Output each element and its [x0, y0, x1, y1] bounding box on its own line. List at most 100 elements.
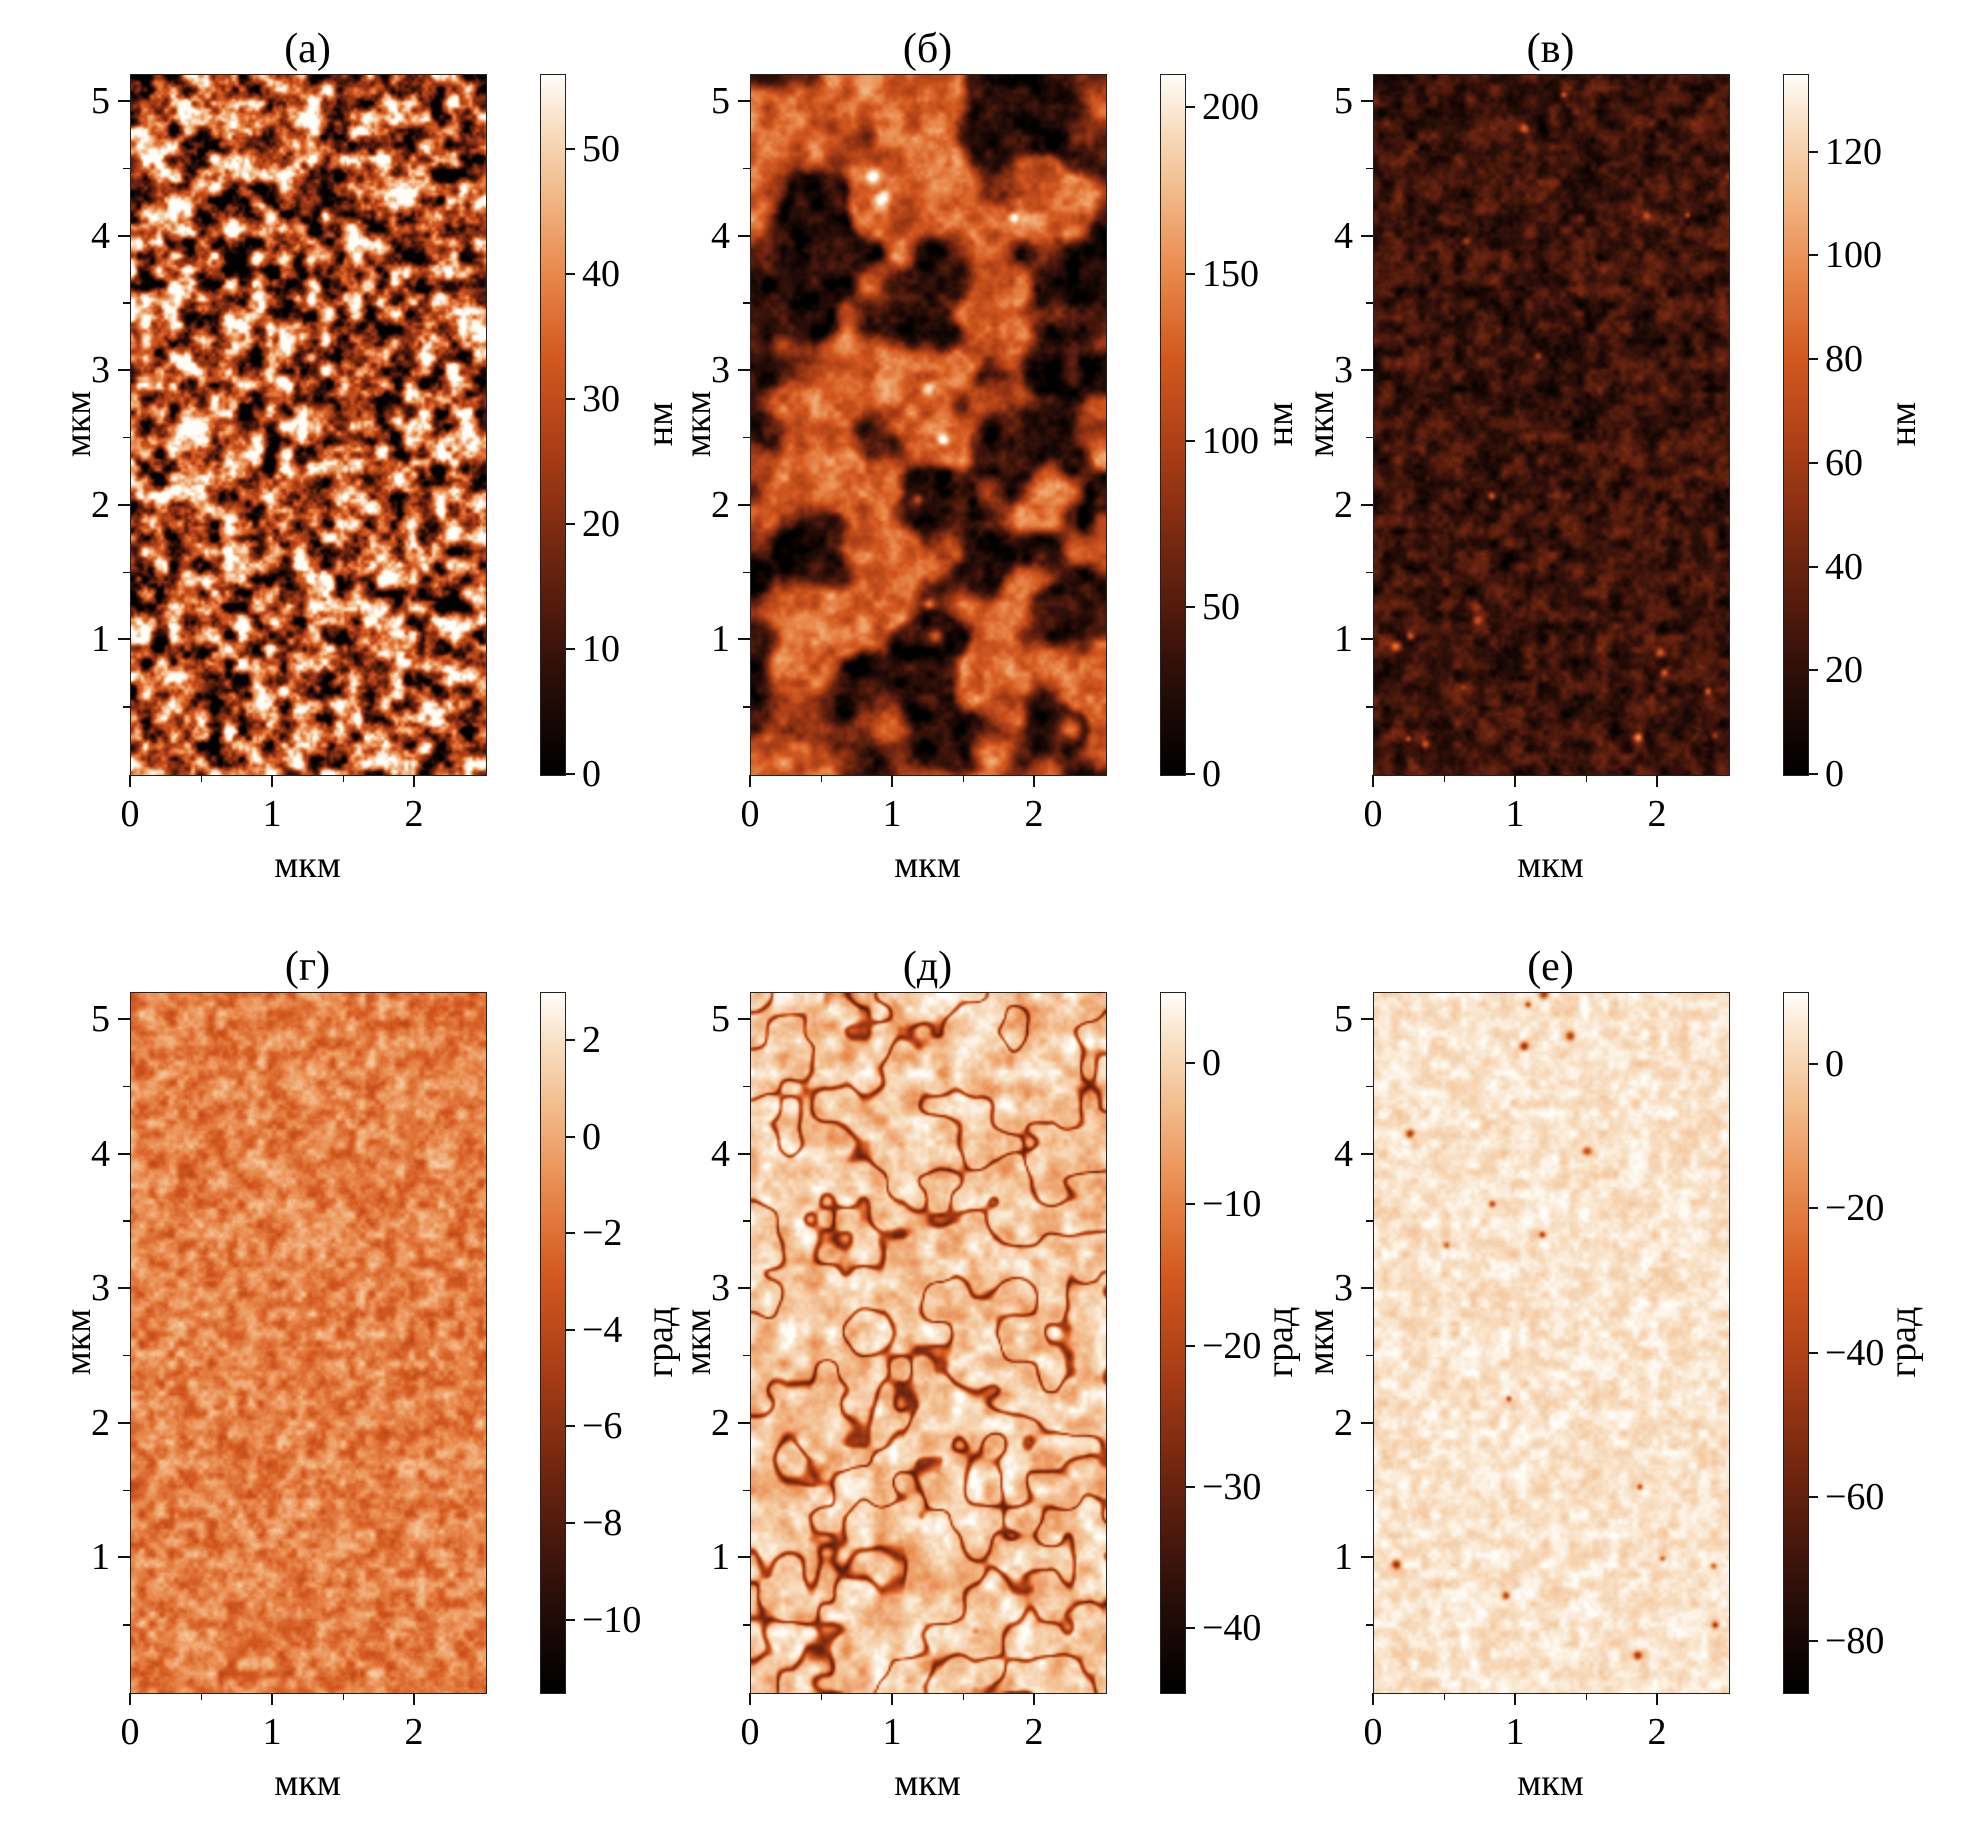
y-minor-tick-mark	[1366, 571, 1373, 574]
x-tick-mark	[1372, 1693, 1374, 1705]
x-tick-label: 0	[1363, 1711, 1383, 1753]
y-tick-mark	[118, 503, 130, 506]
colorbar-frame	[1160, 74, 1186, 776]
y-minor-tick-mark	[743, 1085, 750, 1088]
y-tick-mark	[1361, 503, 1373, 506]
x-tick-mark	[129, 775, 131, 787]
y-axis-label: мкм	[1300, 1308, 1342, 1376]
afm-panel-b: (б) мкм нм мкм 0 1 2 1 2 3 4 5 200 150 100 50 0	[675, 26, 1335, 921]
colorbar-frame	[540, 74, 566, 776]
x-tick-label: 1	[882, 1711, 902, 1753]
x-tick-label: 1	[262, 793, 282, 835]
heatmap-frame	[130, 992, 487, 1694]
colorbar-tick-mark	[566, 1232, 575, 1235]
y-tick-label: 2	[91, 1401, 110, 1444]
colorbar-tick-mark	[1809, 254, 1818, 257]
colorbar-tick-mark	[566, 1425, 575, 1428]
y-minor-tick-mark	[1366, 302, 1373, 304]
colorbar-tick-label: −10	[1202, 1183, 1262, 1226]
heatmap-canvas	[1374, 993, 1729, 1693]
colorbar-frame	[540, 992, 566, 1694]
y-tick-mark	[738, 1287, 750, 1290]
y-axis-label: мкм	[57, 390, 99, 458]
colorbar-tick-mark	[1809, 1496, 1818, 1499]
colorbar-tick-mark	[1186, 1061, 1195, 1064]
y-tick-label: 5	[1334, 997, 1353, 1040]
colorbar-tick-label: −80	[1825, 1620, 1885, 1663]
colorbar-canvas	[541, 75, 565, 775]
x-tick-mark	[271, 775, 273, 787]
y-tick-mark	[118, 1287, 130, 1290]
x-minor-tick-mark	[1585, 1693, 1587, 1700]
y-minor-tick-mark	[1366, 167, 1373, 170]
x-tick-label: 0	[1363, 793, 1383, 835]
y-minor-tick-mark	[1366, 1220, 1373, 1222]
y-minor-tick-mark	[743, 1220, 750, 1222]
colorbar-tick-label: 200	[1202, 86, 1259, 129]
colorbar-canvas	[1784, 993, 1808, 1693]
colorbar-tick-mark	[566, 273, 575, 275]
x-minor-tick-mark	[1585, 775, 1587, 782]
y-tick-label: 2	[711, 483, 730, 526]
x-minor-tick-mark	[200, 1693, 202, 1700]
afm-panel-d: (д) мкм град мкм 0 1 2 1 2 3 4 5 0 −10 −20 −30 −40	[675, 944, 1335, 1839]
y-tick-mark	[1361, 234, 1373, 237]
y-tick-label: 5	[91, 79, 110, 122]
y-tick-mark	[738, 638, 750, 641]
y-tick-label: 1	[1334, 1536, 1353, 1579]
y-tick-mark	[1361, 1017, 1373, 1020]
x-tick-label: 1	[262, 1711, 282, 1753]
x-tick-mark	[413, 775, 415, 787]
y-minor-tick-mark	[123, 302, 130, 304]
panel-title: (е)	[1527, 944, 1574, 990]
colorbar-tick-mark	[566, 1039, 575, 1042]
y-tick-mark	[1361, 1152, 1373, 1155]
y-tick-label: 5	[711, 79, 730, 122]
colorbar-tick-mark	[1186, 106, 1195, 109]
colorbar-tick-mark	[1809, 1351, 1818, 1354]
y-minor-tick-mark	[1366, 1085, 1373, 1088]
colorbar-tick-mark	[1186, 1344, 1195, 1347]
y-tick-mark	[118, 99, 130, 102]
y-axis-label: мкм	[677, 1308, 719, 1376]
y-minor-tick-mark	[123, 1220, 130, 1222]
x-tick-mark	[1656, 775, 1658, 787]
colorbar-tick-mark	[1809, 565, 1818, 568]
x-axis-label: мкм	[274, 1762, 341, 1804]
colorbar-tick-label: 0	[1202, 1041, 1221, 1084]
y-tick-mark	[118, 1017, 130, 1020]
colorbar-frame	[1783, 992, 1809, 1694]
colorbar-tick-label: 150	[1202, 253, 1259, 295]
colorbar-canvas	[1161, 75, 1185, 775]
y-tick-label: 4	[91, 1132, 110, 1175]
colorbar-tick-label: 0	[1202, 753, 1221, 795]
x-tick-mark	[129, 1693, 131, 1705]
y-tick-label: 4	[1334, 1132, 1353, 1175]
y-tick-label: 5	[91, 997, 110, 1040]
colorbar-tick-label: 0	[1825, 753, 1844, 795]
y-tick-label: 2	[711, 1401, 730, 1444]
colorbar-tick-mark	[566, 773, 575, 775]
y-minor-tick-mark	[743, 706, 750, 708]
y-tick-mark	[118, 638, 130, 641]
colorbar-tick-label: −20	[1825, 1187, 1885, 1230]
y-tick-mark	[1361, 638, 1373, 641]
colorbar-tick-mark	[566, 1135, 575, 1138]
x-tick-label: 0	[740, 793, 760, 835]
y-minor-tick-mark	[123, 1354, 130, 1357]
y-tick-mark	[738, 234, 750, 237]
heatmap-canvas	[131, 993, 486, 1693]
y-axis-label: мкм	[677, 390, 719, 458]
heatmap-canvas	[131, 75, 486, 775]
panel-title: (г)	[284, 944, 331, 990]
y-minor-tick-mark	[743, 1354, 750, 1357]
x-tick-mark	[1033, 1693, 1035, 1705]
colorbar-tick-mark	[1186, 439, 1195, 442]
x-axis-label: мкм	[894, 844, 961, 886]
x-minor-tick-mark	[342, 775, 344, 782]
y-tick-mark	[738, 1421, 750, 1424]
heatmap-frame	[1373, 992, 1730, 1694]
colorbar-canvas	[1784, 75, 1808, 775]
y-tick-label: 1	[91, 1536, 110, 1579]
